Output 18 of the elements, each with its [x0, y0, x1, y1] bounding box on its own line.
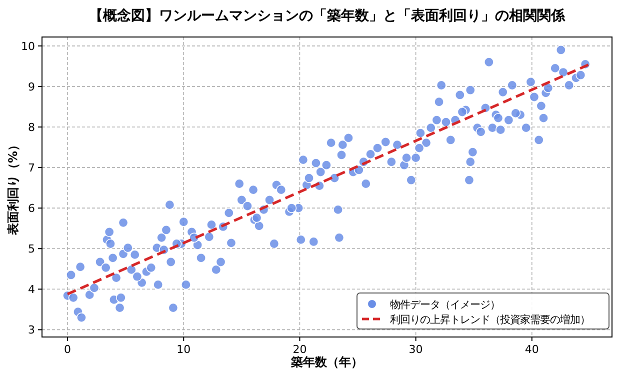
- y-tick-label: 4: [28, 283, 35, 296]
- y-tick-label: 9: [28, 80, 35, 94]
- y-tick-label: 8: [28, 121, 35, 134]
- legend-label: 物件データ（イメージ）: [390, 299, 500, 311]
- x-tick-label: 10: [176, 343, 191, 356]
- y-tick-label: 10: [21, 40, 35, 53]
- x-tick-label: 40: [524, 343, 539, 356]
- y-axis-title: 表面利回り（%）: [6, 138, 20, 236]
- x-tick-label: 0: [64, 343, 72, 356]
- x-tick-label: 20: [292, 343, 307, 356]
- x-axis-title: 築年数（年）: [290, 355, 363, 369]
- y-tick-label: 3: [28, 324, 35, 337]
- legend-label: 利回りの上昇トレンド（投資家需要の増加）: [390, 314, 590, 326]
- y-tick-label: 6: [28, 202, 35, 216]
- y-tick-label: 5: [28, 242, 35, 256]
- chart-title: 【概念図】ワンルームマンションの「築年数」と「表面利回り」の相関関係: [89, 8, 566, 24]
- y-tick-label: 7: [28, 162, 35, 175]
- x-tick-label: 30: [408, 343, 423, 356]
